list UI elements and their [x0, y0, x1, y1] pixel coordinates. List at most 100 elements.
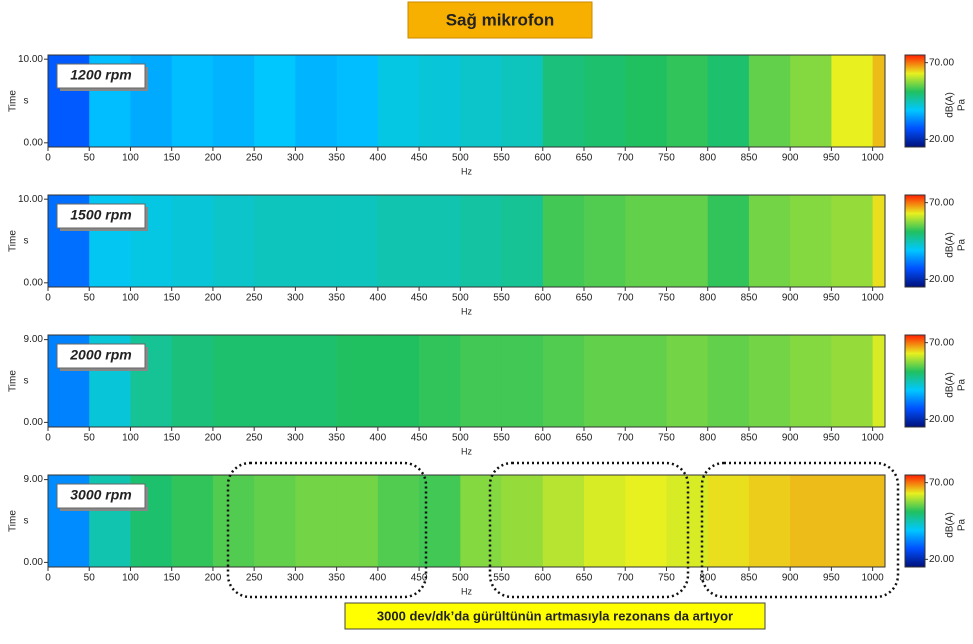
x-tick-label: 950 [823, 293, 840, 304]
x-tick-label: 500 [452, 433, 469, 444]
colorbar-tick-label: 70.00 [929, 197, 954, 208]
note: 3000 dev/dk’da gürültünün artmasıyla rez… [377, 608, 733, 623]
heat-cell [212, 335, 255, 427]
heat-cell [171, 335, 214, 427]
x-tick-label: 50 [84, 433, 96, 444]
heat-cell [831, 475, 874, 567]
x-tick-label: 100 [122, 433, 139, 444]
colorbar-label: dB(A) [945, 232, 956, 258]
heat-cell [707, 335, 750, 427]
x-tick-label: 50 [84, 293, 96, 304]
heat-cell [831, 195, 874, 287]
rpm-label: 1200 rpm [70, 67, 131, 83]
title: Sağ mikrofon [446, 10, 555, 29]
y-axis-label: Time [8, 230, 19, 252]
heat-cell [831, 55, 874, 147]
x-tick-label: 300 [287, 433, 304, 444]
y-axis-unit: s [24, 516, 29, 527]
colorbar-label: dB(A) [945, 92, 956, 118]
rpm-label-box [56, 343, 146, 369]
y-axis-unit: s [24, 376, 29, 387]
heat-cell [295, 55, 338, 147]
x-tick-label: 800 [699, 433, 716, 444]
x-tick-label: 650 [576, 433, 593, 444]
heat-cell [666, 55, 709, 147]
heat-cell [790, 55, 832, 147]
x-tick-label: 100 [122, 293, 139, 304]
x-tick-label: 850 [741, 573, 758, 584]
heat-cell [584, 55, 626, 147]
y-axis-label: Time [8, 90, 19, 112]
heat-cell [748, 55, 791, 147]
x-tick-label: 350 [328, 433, 345, 444]
x-tick-label: 800 [699, 293, 716, 304]
x-axis-label: Hz [461, 166, 472, 176]
x-tick-label: 250 [246, 573, 263, 584]
x-tick-label: 600 [534, 573, 551, 584]
x-tick-label: 600 [534, 293, 551, 304]
heat-cell [501, 335, 544, 427]
heat-cell [295, 195, 338, 287]
x-tick-label: 800 [699, 573, 716, 584]
heat-cell [254, 475, 296, 567]
heat-cell [542, 195, 585, 287]
x-tick-label: 550 [493, 153, 510, 164]
heat-cell [625, 335, 667, 427]
highlight-region [700, 461, 900, 599]
x-tick-label: 450 [411, 293, 428, 304]
x-tick-label: 650 [576, 293, 593, 304]
heat-cell [707, 195, 750, 287]
heat-cell [501, 475, 544, 567]
x-tick-label: 850 [741, 293, 758, 304]
heat-cell [171, 55, 214, 147]
x-tick-label: 1000 [862, 433, 885, 444]
heat-cell [336, 195, 379, 287]
plot-frame [47, 194, 886, 288]
heat-cell [790, 195, 832, 287]
x-tick-label: 700 [617, 573, 634, 584]
heat-cell [419, 335, 461, 427]
x-tick-label: 850 [741, 153, 758, 164]
heat-cell [790, 335, 832, 427]
heat-cell [748, 475, 791, 567]
y-axis-unit: s [24, 96, 29, 107]
x-axis-label: Hz [461, 446, 472, 456]
title-box [407, 1, 593, 39]
x-tick-label: 600 [534, 433, 551, 444]
heat-cell [254, 335, 296, 427]
heat-cell [377, 475, 420, 567]
heat-cell [707, 55, 750, 147]
x-tick-label: 900 [782, 293, 799, 304]
x-tick-label: 200 [205, 433, 222, 444]
x-tick-label: 450 [411, 433, 428, 444]
heat-cell [419, 55, 461, 147]
colorbar [904, 334, 926, 428]
y-tick-label: 9.00 [24, 474, 44, 485]
colorbar-tick-label: 70.00 [929, 477, 954, 488]
heat-cell [295, 335, 338, 427]
x-tick-label: 100 [122, 573, 139, 584]
x-tick-label: 950 [823, 153, 840, 164]
rpm-label: 2000 rpm [69, 347, 131, 363]
colorbar [904, 474, 926, 568]
heat-cell [625, 475, 667, 567]
heat-cell [872, 335, 886, 427]
heat-cell [584, 195, 626, 287]
heat-cell [171, 475, 214, 567]
x-tick-label: 900 [782, 153, 799, 164]
x-tick-label: 400 [370, 293, 387, 304]
heat-cell [625, 195, 667, 287]
y-axis-unit: s [24, 236, 29, 247]
x-tick-label: 400 [370, 153, 387, 164]
colorbar-unit: Pa [957, 378, 968, 391]
annotations [226, 461, 900, 599]
colorbar-label: dB(A) [945, 512, 956, 538]
x-tick-label: 1000 [862, 293, 885, 304]
heat-cell [666, 195, 709, 287]
x-tick-label: 200 [205, 153, 222, 164]
x-tick-label: 400 [370, 573, 387, 584]
x-tick-label: 250 [246, 293, 263, 304]
x-tick-label: 700 [617, 293, 634, 304]
heat-cell [872, 55, 886, 147]
x-tick-label: 450 [411, 573, 428, 584]
